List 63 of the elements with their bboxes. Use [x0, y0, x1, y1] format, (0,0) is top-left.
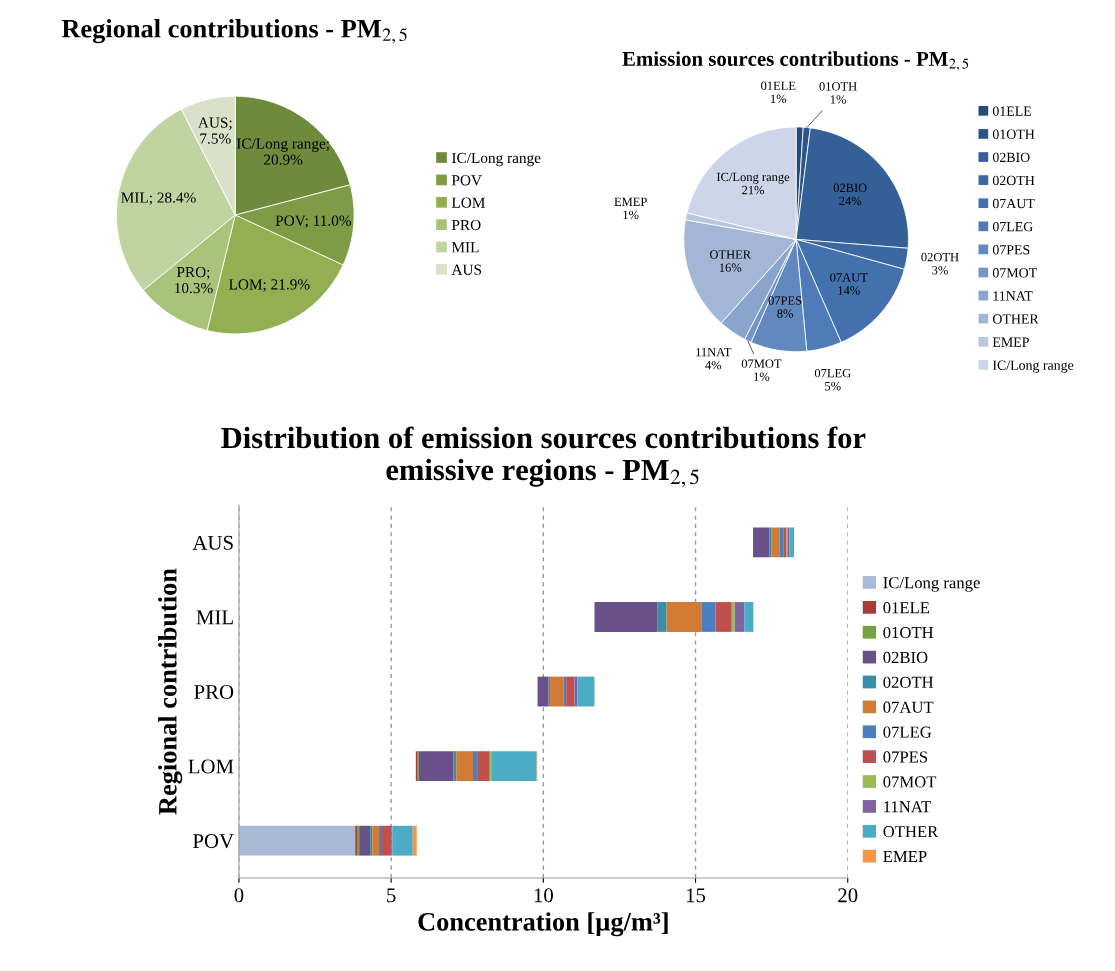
data-label: 02BIO 24%: [833, 183, 867, 206]
y-tick-label: POV: [193, 834, 234, 849]
legend-label: 07AUT: [883, 701, 934, 713]
legend-label: 07LEG: [883, 726, 932, 738]
legend-label: 07LEG: [992, 221, 1033, 232]
legend-label: 07MOT: [992, 268, 1037, 278]
data-label: PRO; 10.3%: [175, 267, 213, 294]
x-tick-label: 5: [387, 888, 396, 903]
data-label: IC/Long range 21%: [716, 172, 790, 195]
legend-label: MIL: [451, 242, 479, 253]
y-axis-title: Regional contribution: [158, 568, 183, 815]
legend-label: LOM: [451, 197, 485, 208]
chart-title: Emission sources contributions - PM$_{2,5}$: [622, 51, 969, 71]
legend-label: 01ELE: [883, 602, 930, 614]
data-label: 11NAT 4%: [696, 347, 732, 370]
data-label: IC/Long range; 20.9%: [236, 138, 329, 165]
legend-label: 02BIO: [883, 651, 928, 664]
legend-label: OTHER: [883, 826, 939, 838]
legend-label: EMEP: [883, 851, 927, 862]
data-label: 07PES 8%: [768, 296, 802, 318]
data-label: EMEP 1%: [614, 197, 647, 220]
data-label: 01OTH 1%: [819, 82, 857, 104]
y-tick-label: LOM: [188, 759, 234, 774]
data-label: 02OTH 3%: [921, 252, 959, 275]
data-label: 01ELE 1%: [761, 81, 796, 104]
legend-label: 01OTH: [992, 129, 1035, 139]
legend-label: PRO: [451, 219, 481, 231]
legend-label: OTHER: [992, 314, 1039, 324]
legend-label: IC/Long range: [992, 360, 1074, 373]
x-tick-label: 10: [534, 888, 553, 903]
legend-label: EMEP: [992, 337, 1029, 347]
legend-label: POV: [451, 175, 482, 186]
y-tick-label: MIL: [196, 610, 233, 625]
chart-title: Distribution of emission sources contributions for emissive regions - PM$_{2,5}$: [221, 426, 866, 487]
legend-label: 01ELE: [992, 106, 1032, 116]
data-label: AUS; 7.5%: [198, 117, 232, 144]
legend-label: 02OTH: [883, 676, 934, 688]
data-label: 07MOT 1%: [741, 359, 782, 381]
legend-label: AUS: [451, 264, 482, 275]
legend-label: 02BIO: [992, 152, 1030, 163]
legend-label: 07PES: [992, 245, 1030, 255]
legend-label: 07AUT: [992, 198, 1035, 209]
legend-label: IC/Long range: [883, 577, 980, 592]
y-tick-label: PRO: [194, 684, 234, 699]
data-label: POV; 11.0%: [275, 215, 352, 228]
legend-label: 01OTH: [883, 626, 934, 639]
legend-label: 02OTH: [992, 175, 1035, 186]
chart-title: Regional contributions - PM$_{2,5}$: [61, 19, 407, 44]
data-label: 07LEG 5%: [814, 368, 851, 391]
x-tick-label: 0: [234, 888, 244, 903]
data-label: OTHER 16%: [709, 250, 752, 272]
data-label: LOM; 21.9%: [229, 279, 310, 292]
y-tick-label: AUS: [192, 535, 233, 550]
x-tick-label: 20: [838, 888, 858, 903]
legend-label: 07MOT: [883, 776, 937, 788]
legend-label: 11NAT: [993, 291, 1033, 301]
legend-label: IC/Long range: [452, 152, 541, 167]
x-axis-title: Concentration [µg/m³]: [418, 912, 668, 937]
data-label: MIL; 28.4%: [121, 192, 196, 205]
x-tick-label: 15: [686, 888, 706, 903]
data-label: 07AUT 14%: [830, 273, 868, 295]
legend-label: 11NAT: [884, 801, 931, 813]
legend-label: 07PES: [883, 751, 928, 763]
